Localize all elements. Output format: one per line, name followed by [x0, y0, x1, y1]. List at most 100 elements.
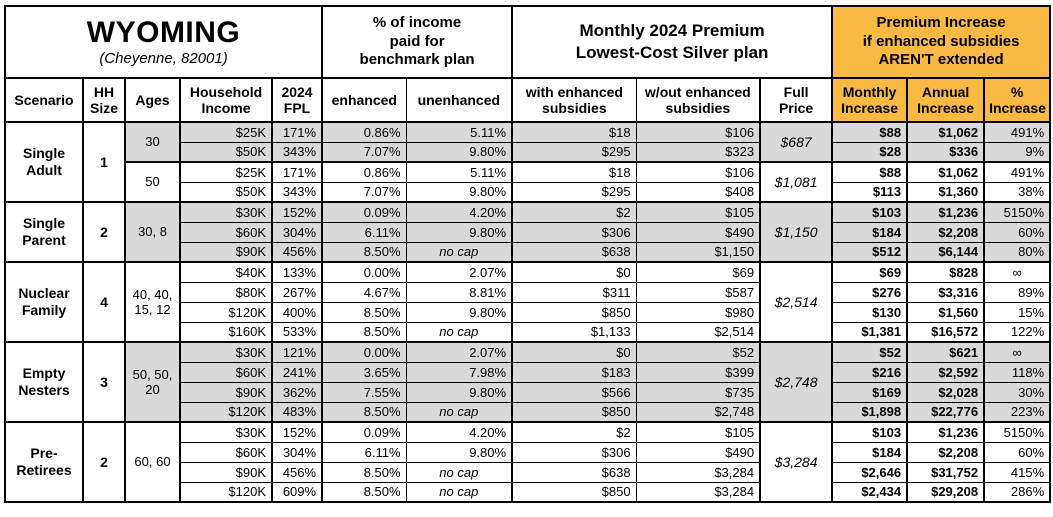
- with-subsidies-cell: $850: [511, 481, 637, 503]
- unenhanced-cell: 4.20%: [405, 421, 513, 443]
- with-subsidies-cell: $295: [511, 141, 637, 163]
- income-cell: $160K: [179, 321, 273, 343]
- fpl-cell: 343%: [270, 181, 323, 203]
- monthly-increase-cell: $69: [831, 261, 908, 283]
- table-row: $60K 304% 6.11% 9.80% $306 $490 $184 $2,208 60%: [5, 441, 1051, 463]
- annual-increase-cell: $2,208: [906, 441, 985, 463]
- unenhanced-cell: 9.80%: [405, 181, 513, 203]
- income-cell: $30K: [179, 341, 273, 363]
- ages-cell: 40, 40, 15, 12: [124, 261, 181, 343]
- income-cell: $120K: [179, 481, 273, 503]
- fpl-cell: 171%: [270, 121, 323, 143]
- annual-increase-cell: $2,028: [906, 381, 985, 403]
- col-header-ages: Ages: [124, 77, 181, 123]
- with-subsidies-cell: $311: [511, 281, 637, 303]
- table-header: WYOMING (Cheyenne, 82001) % of income pa…: [3, 5, 1052, 123]
- table-row: $60K 304% 6.11% 9.80% $306 $490 $184 $2,208 60%: [5, 221, 1051, 243]
- col-header-monthly-increase: Monthly Increase: [831, 77, 908, 123]
- monthly-increase-cell: $2,434: [831, 481, 908, 503]
- unenhanced-cell: no cap: [405, 401, 513, 423]
- col-header-unenhanced: unenhanced: [405, 77, 513, 123]
- without-subsidies-cell: $69: [635, 261, 761, 283]
- hh-size-cell: 4: [82, 261, 126, 343]
- enhanced-cell: 0.86%: [321, 161, 407, 183]
- with-subsidies-cell: $566: [511, 381, 637, 403]
- income-cell: $30K: [179, 201, 273, 223]
- income-cell: $90K: [179, 241, 273, 263]
- full-price-cell: $1,150: [759, 201, 833, 263]
- annual-increase-cell: $6,144: [906, 241, 985, 263]
- unenhanced-cell: 7.98%: [405, 361, 513, 383]
- state-title-cell: WYOMING (Cheyenne, 82001): [3, 5, 324, 79]
- scenario-cell: Pre- Retirees: [4, 421, 84, 503]
- fpl-cell: 267%: [270, 281, 323, 303]
- table-body: Single Adult 1 30 $25K 171% 0.86% 5.11% $18 $106…: [4, 121, 1051, 503]
- with-subsidies-cell: $638: [511, 461, 637, 483]
- annual-increase-cell: $621: [906, 341, 985, 363]
- with-subsidies-cell: $306: [511, 221, 637, 243]
- full-price-cell: $3,284: [759, 421, 833, 503]
- income-cell: $90K: [179, 461, 273, 483]
- without-subsidies-cell: $980: [635, 301, 761, 323]
- with-subsidies-cell: $0: [511, 261, 637, 283]
- enhanced-cell: 8.50%: [321, 481, 407, 503]
- full-price-cell: $2,514: [759, 261, 833, 343]
- income-cell: $30K: [179, 421, 273, 443]
- annual-increase-cell: $3,316: [906, 281, 985, 303]
- without-subsidies-cell: $105: [635, 421, 761, 443]
- without-subsidies-cell: $52: [635, 341, 761, 363]
- with-subsidies-cell: $18: [511, 161, 637, 183]
- col-header-fpl: 2024 FPL: [270, 77, 323, 123]
- income-cell: $25K: [179, 161, 273, 183]
- with-subsidies-cell: $638: [511, 241, 637, 263]
- enhanced-cell: 8.50%: [321, 401, 407, 423]
- income-cell: $60K: [179, 221, 273, 243]
- annual-increase-cell: $2,592: [906, 361, 985, 383]
- pct-increase-cell: 491%: [983, 121, 1051, 143]
- benchmark-section-header: % of income paid for benchmark plan: [321, 5, 514, 79]
- full-price-cell: $687: [759, 121, 833, 163]
- increase-section-header: Premium Increase if enhanced subsidies A…: [831, 5, 1052, 79]
- fpl-cell: 304%: [270, 221, 323, 243]
- fpl-cell: 152%: [270, 201, 323, 223]
- with-subsidies-cell: $1,133: [511, 321, 637, 343]
- hh-size-cell: 1: [82, 121, 126, 203]
- fpl-cell: 304%: [270, 441, 323, 463]
- pct-increase-cell: 5150%: [983, 201, 1051, 223]
- enhanced-cell: 0.00%: [321, 341, 407, 363]
- annual-increase-cell: $1,560: [906, 301, 985, 323]
- unenhanced-cell: 8.81%: [405, 281, 513, 303]
- unenhanced-cell: no cap: [405, 481, 513, 503]
- table-row: $60K 241% 3.65% 7.98% $183 $399 $216 $2,592 118%: [5, 361, 1051, 383]
- pct-increase-cell: 30%: [983, 381, 1051, 403]
- col-header-enhanced: enhanced: [321, 77, 407, 123]
- fpl-cell: 456%: [270, 461, 323, 483]
- unenhanced-cell: 9.80%: [405, 381, 513, 403]
- enhanced-cell: 7.55%: [321, 381, 407, 403]
- pct-increase-cell: 118%: [983, 361, 1051, 383]
- pct-increase-cell: 5150%: [983, 421, 1051, 443]
- with-subsidies-cell: $2: [511, 201, 637, 223]
- enhanced-cell: 8.50%: [321, 461, 407, 483]
- monthly-increase-cell: $1,898: [831, 401, 908, 423]
- hh-size-cell: 2: [82, 421, 126, 503]
- col-header-pct-increase: % Increase: [983, 77, 1051, 123]
- table-row: Single Parent 2 30, 8 $30K 152% 0.09% 4.20% $2 $…: [4, 201, 1051, 263]
- annual-increase-cell: $1,062: [906, 121, 985, 143]
- monthly-increase-cell: $276: [831, 281, 908, 303]
- unenhanced-cell: 5.11%: [405, 161, 513, 183]
- income-cell: $120K: [179, 301, 273, 323]
- table-row: Empty Nesters 3 50, 50, 20 $30K 121% 0.00% 2.0…: [4, 341, 1051, 423]
- annual-increase-cell: $828: [906, 261, 985, 283]
- without-subsidies-cell: $2,514: [635, 321, 761, 343]
- fpl-cell: 400%: [270, 301, 323, 323]
- fpl-cell: 533%: [270, 321, 323, 343]
- monthly-increase-cell: $28: [831, 141, 908, 163]
- fpl-cell: 609%: [270, 481, 323, 503]
- hh-size-cell: 3: [82, 341, 126, 423]
- fpl-cell: 362%: [270, 381, 323, 403]
- pct-increase-cell: 80%: [983, 241, 1051, 263]
- enhanced-cell: 7.07%: [321, 181, 407, 203]
- income-cell: $25K: [179, 121, 273, 143]
- enhanced-cell: 8.50%: [321, 241, 407, 263]
